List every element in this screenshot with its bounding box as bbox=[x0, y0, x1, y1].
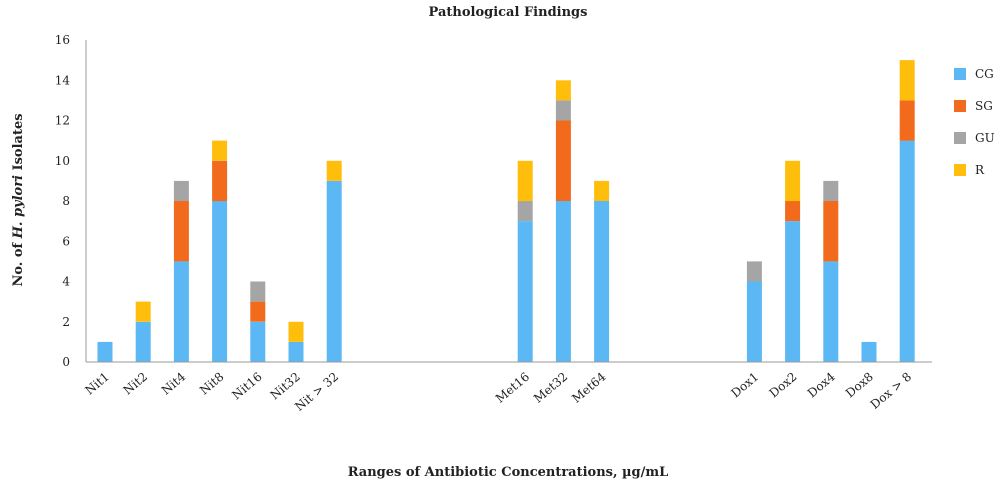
y-tick-label: 2 bbox=[62, 315, 70, 329]
bar-segment-r bbox=[899, 60, 915, 101]
x-tick-label: Nit16 bbox=[229, 370, 264, 403]
x-tick-label: Nit2 bbox=[121, 370, 151, 398]
bar-segment-r bbox=[594, 180, 610, 201]
bar-segment-r bbox=[785, 160, 801, 202]
bar-segment-gu bbox=[250, 281, 266, 302]
bar-segment-cg bbox=[861, 341, 877, 362]
bar-segment-cg bbox=[250, 321, 266, 363]
x-tick-label: Met16 bbox=[493, 370, 532, 406]
bar-segment-cg bbox=[785, 221, 801, 362]
bar-segment-cg bbox=[326, 180, 342, 362]
x-tick-label: Nit > 32 bbox=[292, 370, 341, 414]
bar-segment-gu bbox=[555, 100, 571, 121]
x-tick-label: Dox1 bbox=[728, 370, 761, 401]
x-tick-label: Nit8 bbox=[197, 370, 227, 398]
bar-segment-sg bbox=[899, 100, 915, 141]
legend-swatch-cg bbox=[954, 68, 966, 80]
bar-segment-cg bbox=[517, 221, 533, 362]
y-tick-label: 0 bbox=[62, 355, 70, 369]
bar-segment-cg bbox=[97, 341, 113, 362]
y-tick-label: 6 bbox=[62, 234, 70, 248]
plot-area bbox=[97, 60, 915, 363]
bar-segment-cg bbox=[823, 261, 839, 362]
legend-label: SG bbox=[975, 99, 993, 113]
y-tick-label: 4 bbox=[62, 275, 70, 289]
bar-segment-gu bbox=[517, 201, 533, 222]
y-tick-label: 12 bbox=[55, 114, 70, 128]
legend: CG SG GU R bbox=[954, 67, 995, 177]
bar-segment-cg bbox=[212, 201, 228, 362]
bar-segment-sg bbox=[785, 201, 801, 222]
x-tick-label: Dox4 bbox=[805, 369, 838, 400]
x-axis-title: Ranges of Antibiotic Concentrations, µg/… bbox=[348, 465, 669, 480]
bar-segment-cg bbox=[746, 281, 762, 362]
bar-segment-sg bbox=[823, 201, 839, 262]
y-tick-label: 14 bbox=[55, 73, 71, 87]
bar-segment-r bbox=[288, 321, 304, 342]
bar-segment-gu bbox=[746, 261, 762, 282]
bar-segment-r bbox=[555, 80, 571, 101]
x-tick-label: Dox > 8 bbox=[868, 370, 914, 412]
bar-segment-r bbox=[326, 160, 342, 181]
legend-swatch-sg bbox=[954, 100, 966, 112]
y-tick-label: 16 bbox=[55, 33, 70, 47]
y-tick-labels: 0 2 4 6 8 10 12 14 16 bbox=[55, 33, 71, 369]
y-tick-label: 10 bbox=[55, 154, 70, 168]
bar-segment-sg bbox=[173, 201, 189, 262]
bar-segment-cg bbox=[135, 321, 151, 363]
bar-segment-cg bbox=[288, 341, 304, 362]
bar-segment-cg bbox=[555, 201, 571, 362]
bar-segment-r bbox=[517, 160, 533, 202]
bar-segment-sg bbox=[250, 301, 266, 322]
bar-segment-sg bbox=[555, 120, 571, 201]
x-tick-label: Met64 bbox=[569, 369, 609, 405]
legend-label: R bbox=[975, 163, 985, 177]
bar-segment-gu bbox=[823, 180, 839, 201]
legend-label: GU bbox=[975, 131, 995, 145]
bar-segment-r bbox=[212, 140, 228, 161]
legend-swatch-r bbox=[954, 164, 966, 176]
x-tick-label: Dox2 bbox=[767, 370, 800, 401]
bar-segment-cg bbox=[594, 201, 610, 362]
legend-label: CG bbox=[975, 67, 994, 81]
bar-segment-gu bbox=[173, 180, 189, 201]
y-axis-title: No. of H. pylori Isolates bbox=[11, 113, 26, 286]
bar-segment-cg bbox=[899, 140, 915, 362]
chart-title: Pathological Findings bbox=[429, 5, 588, 20]
x-tick-label: Nit1 bbox=[82, 370, 112, 398]
bar-segment-r bbox=[135, 301, 151, 322]
x-tick-label: Met32 bbox=[531, 370, 570, 406]
legend-swatch-gu bbox=[954, 132, 966, 144]
bar-segment-cg bbox=[173, 261, 189, 362]
y-tick-label: 8 bbox=[62, 194, 70, 208]
x-tick-label: Dox8 bbox=[843, 370, 876, 401]
x-tick-label: Nit4 bbox=[159, 369, 189, 397]
bar-segment-sg bbox=[212, 160, 228, 202]
